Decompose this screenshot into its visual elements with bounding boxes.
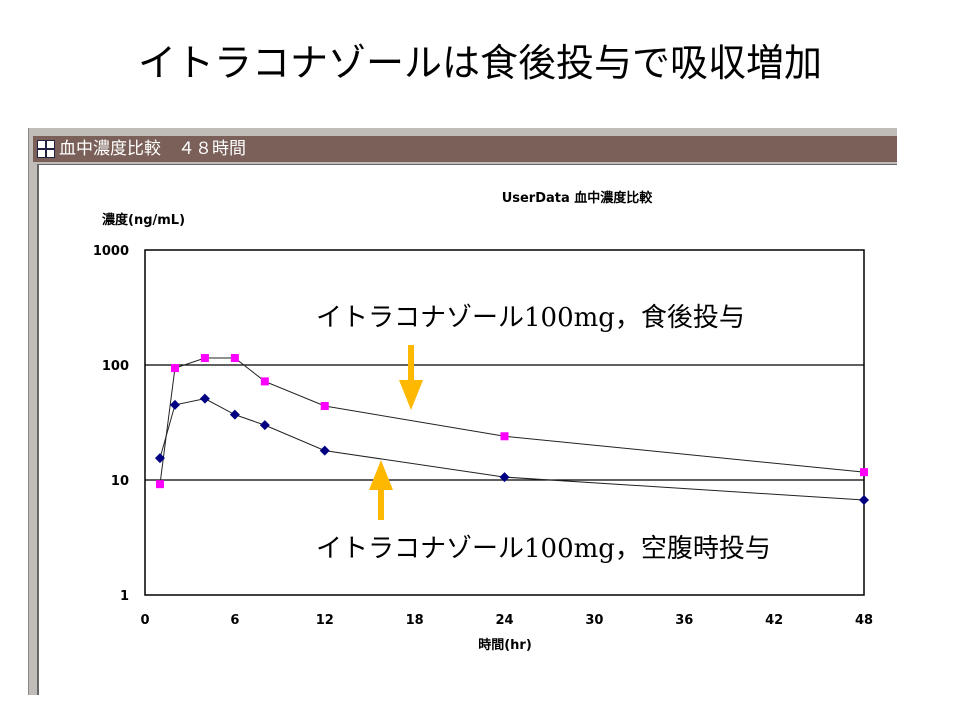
data-point-fasted [229, 409, 240, 420]
data-point-fed [500, 432, 509, 441]
x-tick-label: 24 [495, 613, 513, 628]
x-tick-label: 6 [230, 613, 239, 628]
y-tick-label: 100 [102, 359, 129, 374]
data-point-fasted [499, 472, 510, 483]
data-point-fasted [169, 399, 180, 410]
x-tick-label: 42 [765, 613, 783, 628]
slide-title: イトラコナゾールは食後投与で吸収増加 [137, 41, 822, 85]
x-tick-label: 0 [140, 613, 149, 628]
x-tick-label: 12 [316, 613, 334, 628]
data-point-fed [260, 377, 269, 386]
window-titlebar[interactable]: 血中濃度比較 ４８時間 [33, 136, 897, 162]
data-point-fed [320, 402, 329, 411]
annotation-fed: イトラコナゾール100mg，食後投与 [316, 303, 745, 333]
annotation-fasted: イトラコナゾール100mg，空腹時投与 [316, 534, 771, 564]
plot-frame [144, 249, 865, 596]
y-tick-label: 1000 [93, 244, 129, 259]
data-point-fasted [199, 393, 210, 404]
data-point-fed [200, 354, 209, 363]
x-axis-label: 時間(hr) [478, 637, 532, 653]
arrow-down-fed [399, 345, 423, 410]
arrow-up-fasted [369, 460, 393, 520]
series-line [159, 357, 865, 485]
y-tick-label: 10 [111, 474, 129, 489]
data-point-fasted [859, 495, 869, 506]
data-point-fed [860, 468, 868, 477]
data-point-fasted [319, 445, 330, 456]
y-tick-label: 1 [120, 589, 129, 604]
window-title: 血中濃度比較 ４８時間 [59, 139, 246, 159]
data-point-fed [155, 480, 164, 489]
x-tick-label: 36 [675, 613, 693, 628]
x-tick-label: 18 [406, 613, 424, 628]
data-point-fasted [259, 420, 270, 431]
chart-title: UserData 血中濃度比較 [502, 190, 654, 206]
data-point-fasted [154, 453, 165, 464]
data-point-fed [230, 354, 239, 363]
table-icon [37, 140, 55, 158]
data-point-fed [170, 364, 179, 373]
series-line [159, 398, 865, 501]
y-axis-label: 濃度(ng/mL) [102, 212, 185, 228]
chart-window: 血中濃度比較 ４８時間 [28, 128, 897, 695]
x-tick-label: 30 [585, 613, 603, 628]
x-tick-label: 48 [855, 613, 873, 628]
